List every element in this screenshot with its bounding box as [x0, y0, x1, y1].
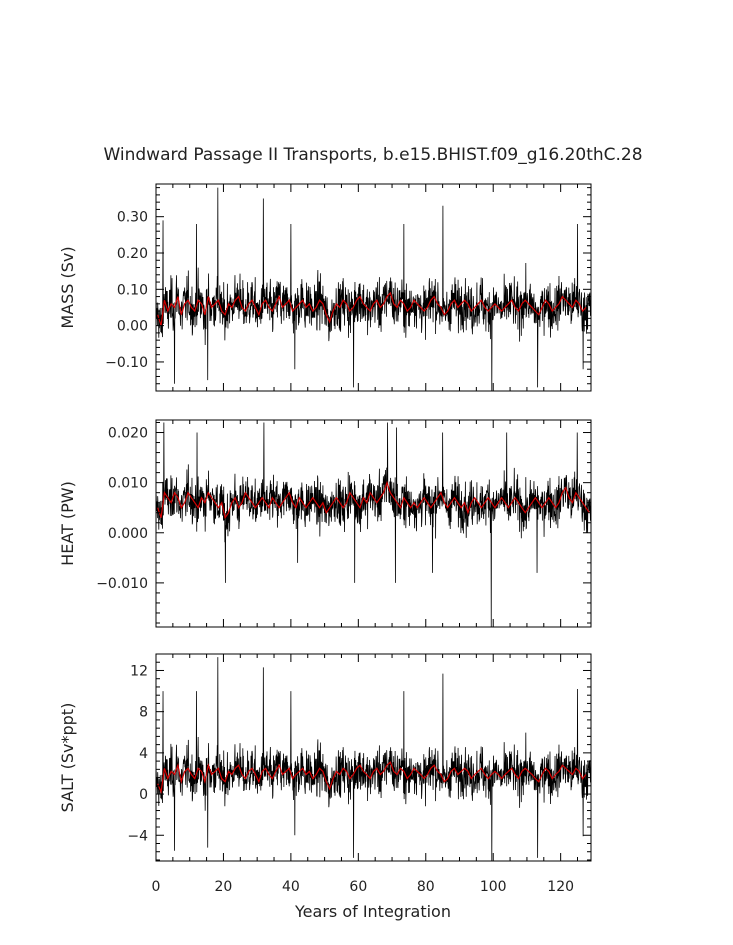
mass-monthly-series — [156, 187, 591, 391]
salt-plot-frame — [155, 653, 592, 862]
mass-y-tick-label: −0.10 — [105, 355, 148, 371]
x-tick-label: 60 — [349, 879, 367, 895]
x-axis-label: Years of Integration — [294, 902, 451, 921]
x-tick-label: 20 — [215, 879, 233, 895]
heat-plot-frame — [155, 419, 592, 628]
heat-y-tick-label: 0.010 — [108, 476, 148, 492]
chart-title: Windward Passage II Transports, b.e15.BH… — [103, 145, 642, 165]
heat-y-tick-label: 0.020 — [108, 426, 148, 442]
x-tick-labels: 0 20 40 60 80 100 120 — [152, 879, 574, 895]
salt-y-tick-label: 12 — [130, 663, 148, 679]
heat-y-tick-label: 0.000 — [108, 526, 148, 542]
salt-annual-series — [157, 761, 587, 795]
salt-panel: −4 0 4 8 12 SALT (Sv*ppt) — [58, 653, 592, 862]
salt-y-tick-label: 8 — [139, 705, 148, 721]
mass-y-tick-label: 0.00 — [117, 319, 148, 335]
salt-y-axis-label: SALT (Sv*ppt) — [58, 703, 77, 813]
mass-y-axis-label: MASS (Sv) — [58, 246, 77, 328]
heat-y-axis-label: HEAT (PW) — [58, 481, 77, 566]
x-tick-label: 100 — [480, 879, 507, 895]
salt-y-tick-label: −4 — [127, 828, 148, 844]
mass-y-tick-label: 0.30 — [117, 210, 148, 226]
heat-annual-series — [157, 480, 590, 520]
heat-monthly-series — [156, 422, 591, 627]
mass-y-tick-label: 0.10 — [117, 282, 148, 298]
mass-panel: −0.10 0.00 0.10 0.20 0.30 MASS (Sv) — [58, 183, 592, 392]
mass-y-tick-label: 0.20 — [117, 246, 148, 262]
x-tick-label: 0 — [152, 879, 161, 895]
salt-y-tick-label: 0 — [139, 787, 148, 803]
x-tick-label: 80 — [417, 879, 435, 895]
heat-y-tick-label: −0.010 — [96, 576, 148, 592]
x-tick-label: 40 — [282, 879, 300, 895]
salt-y-tick-label: 4 — [139, 746, 148, 762]
heat-panel: −0.010 0.000 0.010 0.020 HEAT (PW) — [58, 419, 592, 628]
mass-plot-frame — [155, 183, 592, 392]
salt-monthly-series — [156, 657, 591, 861]
x-tick-label: 120 — [547, 879, 574, 895]
mass-annual-series — [157, 291, 587, 326]
